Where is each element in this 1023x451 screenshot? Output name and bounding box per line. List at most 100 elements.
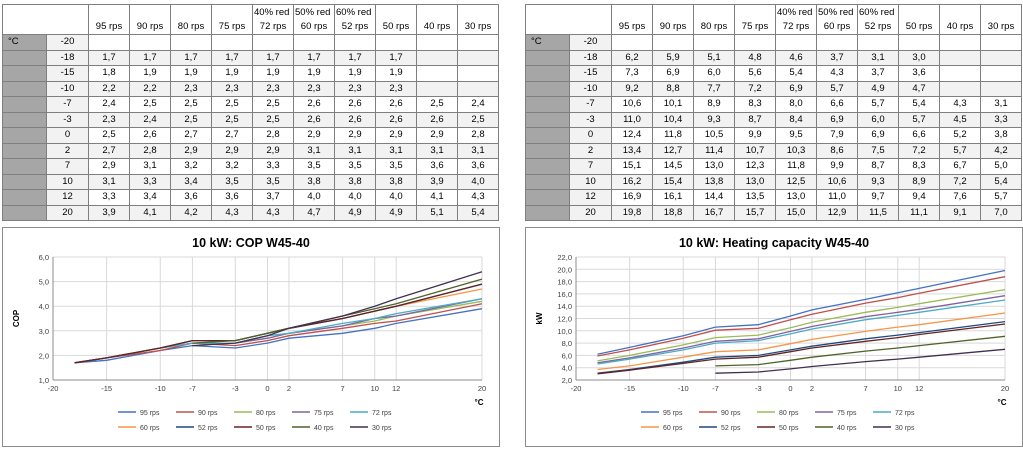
value-cell: 10,5 (693, 127, 735, 144)
legend-label: 75 rps (314, 410, 334, 417)
value-cell (457, 34, 499, 51)
temperature-cell: 2 (46, 142, 89, 159)
value-cell: 2,7 (170, 127, 212, 144)
value-cell: 15,0 (775, 204, 817, 221)
value-cell: 3,3 (980, 111, 1022, 128)
value-cell: 3,6 (457, 158, 499, 175)
empty-header-cell (375, 4, 417, 20)
value-cell: 4,0 (375, 189, 417, 206)
y-tick-label: 4,0 (562, 364, 572, 373)
value-cell: 3,5 (293, 158, 335, 175)
value-cell: 2,9 (334, 127, 376, 144)
value-cell (816, 34, 858, 51)
row-side-cell (525, 158, 570, 175)
empty-header-cell (980, 4, 1022, 20)
value-cell: 3,6 (170, 189, 212, 206)
y-tick-label: 18,0 (557, 278, 572, 287)
value-cell (857, 34, 899, 51)
cop-chart-panel: 10 kW: COP W45-40 1,0 2,0 3,0 4,0 5,0 6,0 -20 -1… (2, 227, 500, 447)
value-cell: 1,7 (252, 49, 294, 66)
row-side-cell (525, 204, 570, 221)
value-cell: 9,2 (611, 80, 653, 97)
value-cell: 4,9 (375, 204, 417, 221)
value-cell: 1,7 (334, 49, 376, 66)
value-cell: 5,6 (734, 65, 776, 82)
table-row: 20 3,9 4,1 4,2 4,3 4,3 4,7 4,9 4,9 5,1 5,4 (2, 204, 499, 221)
value-cell (252, 34, 294, 51)
value-cell (416, 34, 458, 51)
legend-label: 90 rps (198, 410, 218, 417)
value-cell: 3,5 (334, 158, 376, 175)
x-tick-label: 20 (478, 384, 486, 393)
temperature-cell: 7 (569, 158, 612, 175)
temperature-cell: 10 (46, 173, 89, 190)
value-cell: 2,5 (170, 111, 212, 128)
legend-label: 72 rps (895, 410, 915, 417)
x-axis-label: °C (475, 398, 484, 407)
corner-cell (2, 4, 89, 35)
y-tick-label: 1,0 (39, 376, 49, 385)
value-cell: 9,1 (939, 204, 981, 221)
y-tick-label: 2,0 (39, 351, 49, 360)
temperature-cell: 2 (569, 142, 612, 159)
y-tick-label: 5,0 (39, 278, 49, 287)
temperature-cell: -3 (46, 111, 89, 128)
value-cell: 1,7 (129, 49, 171, 66)
value-cell: 2,5 (252, 111, 294, 128)
table-row: -7 2,4 2,5 2,5 2,5 2,5 2,6 2,6 2,6 2,5 2,4 (2, 96, 499, 113)
temperature-cell: 12 (569, 189, 612, 206)
value-cell: 3,1 (980, 96, 1022, 113)
value-cell: 4,3 (939, 96, 981, 113)
value-cell: 19,8 (611, 204, 653, 221)
value-cell: 2,9 (293, 127, 335, 144)
value-cell: 12,7 (652, 142, 694, 159)
value-cell (652, 34, 694, 51)
row-side-cell (525, 173, 570, 190)
value-cell (898, 34, 940, 51)
value-cell: 7,6 (939, 189, 981, 206)
value-cell: 3,2 (170, 158, 212, 175)
legend-label: 72 rps (372, 410, 392, 417)
legend-label: 90 rps (721, 410, 741, 417)
value-cell (611, 34, 653, 51)
value-cell: 2,9 (252, 142, 294, 159)
value-cell: 15,7 (734, 204, 776, 221)
value-cell: 4,7 (898, 80, 940, 97)
value-cell: 4,0 (334, 189, 376, 206)
value-cell: 4,2 (980, 142, 1022, 159)
x-tick-label: -3 (232, 384, 239, 393)
value-cell: 3,1 (416, 142, 458, 159)
column-header: 52 rps (857, 19, 899, 35)
x-tick-label: 12 (915, 384, 923, 393)
value-cell: 10,7 (734, 142, 776, 159)
x-tick-label: -20 (571, 384, 582, 393)
value-cell: 8,3 (898, 158, 940, 175)
legend-label: 80 rps (256, 410, 276, 417)
table-row: -7 10,6 10,1 8,9 8,3 8,0 6,6 5,7 5,4 4,3 3,1 (525, 96, 1022, 113)
column-header: 30 rps (980, 19, 1022, 35)
row-side-cell (2, 65, 47, 82)
x-tick-label: 7 (340, 384, 344, 393)
temperature-cell: -10 (569, 80, 612, 97)
value-cell: 5,7 (939, 142, 981, 159)
row-side-cell (2, 49, 47, 66)
value-cell: 2,5 (211, 96, 253, 113)
empty-header-cell (611, 4, 653, 20)
value-cell: 2,4 (129, 111, 171, 128)
value-cell: 7,0 (980, 204, 1022, 221)
value-cell: 3,6 (211, 189, 253, 206)
empty-header-cell (211, 4, 253, 20)
value-cell: 15,1 (611, 158, 653, 175)
y-tick-label: 22,0 (557, 253, 572, 262)
y-tick-label: 20,0 (557, 265, 572, 274)
table-row: 10 16,2 15,4 13,8 13,0 12,5 10,6 9,3 8,9 7,2 5,4 (525, 173, 1022, 190)
row-side-cell (2, 173, 47, 190)
value-cell: 2,5 (170, 96, 212, 113)
empty-header-cell (129, 4, 171, 20)
legend-label: 80 rps (779, 410, 799, 417)
table-row: °C -20 (525, 34, 1022, 51)
table-note-row: 40% red 50% red 60% red (2, 4, 499, 35)
value-cell: 4,3 (252, 204, 294, 221)
legend-label: 30 rps (372, 425, 392, 432)
row-side-cell (2, 96, 47, 113)
